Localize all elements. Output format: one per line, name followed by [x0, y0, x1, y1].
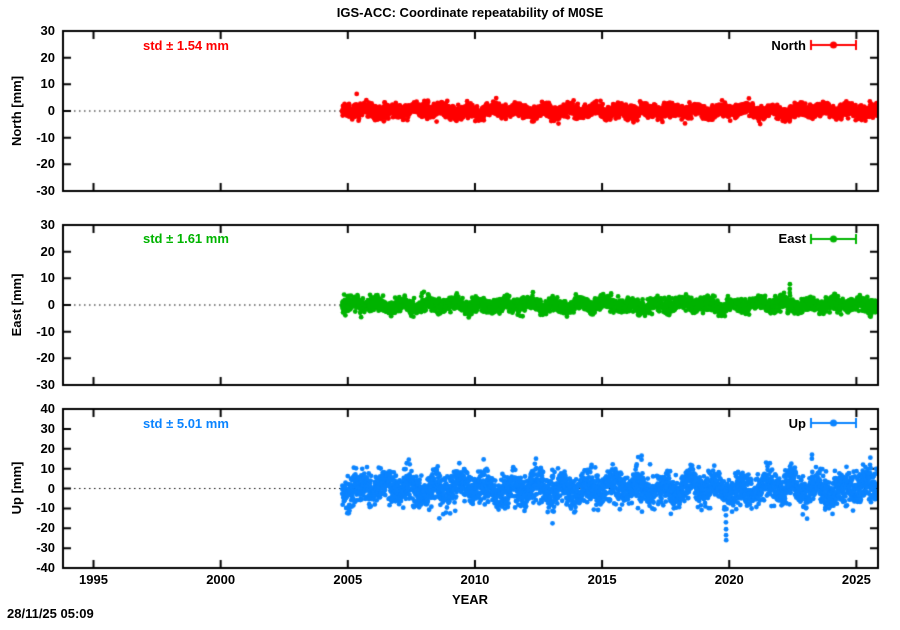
y-tick-label: 0: [47, 297, 55, 312]
y-tick-label: 10: [40, 76, 55, 92]
y-tick-label: 20: [40, 440, 55, 456]
y-tick-label: 30: [40, 420, 55, 436]
y-tick-label: -30: [36, 540, 55, 556]
legend-label-east: East: [778, 231, 806, 246]
y-tick-label: -10: [36, 129, 55, 145]
y-tick-label: -40: [36, 560, 55, 575]
legend-label-north: North: [771, 38, 806, 53]
y-tick-label: 0: [47, 103, 55, 118]
x-tick-label: 2000: [206, 572, 236, 587]
y-tick-label: -10: [36, 323, 55, 339]
y-tick-label: 30: [40, 217, 55, 232]
y-tick-label: -20: [36, 520, 55, 536]
x-tick-label: 2015: [587, 572, 617, 587]
x-axis-title: YEAR: [451, 592, 489, 607]
y-tick-label: -30: [36, 183, 55, 198]
y-tick-label: -20: [36, 156, 55, 172]
x-tick-label: 2010: [460, 572, 490, 587]
y-tick-label: 30: [40, 23, 55, 38]
y-tick-label: 0: [47, 480, 55, 496]
x-tick-label: 2020: [714, 572, 744, 587]
plot-timestamp: 28/11/25 05:09: [7, 606, 94, 621]
y-tick-label: 20: [40, 49, 55, 65]
y-tick-label: 20: [40, 243, 55, 259]
y-axis-title-north: North [mm]: [9, 75, 24, 147]
y-tick-label: -30: [36, 377, 55, 392]
chart-title: IGS-ACC: Coordinate repeatability of M0S…: [336, 5, 604, 20]
std-annotation-up: std ± 5.01 mm: [143, 416, 229, 431]
y-tick-label: -10: [36, 500, 55, 516]
y-axis-title-east: East [mm]: [9, 273, 24, 337]
std-annotation-north: std ± 1.54 mm: [143, 38, 229, 53]
x-tick-label: 1995: [79, 572, 108, 587]
y-tick-label: 40: [40, 401, 55, 416]
y-axis-title-up: Up [mm]: [9, 461, 24, 515]
legend-label-up: Up: [788, 416, 806, 431]
x-tick-label: 2025: [841, 572, 871, 587]
x-tick-label: 2005: [333, 572, 363, 587]
y-tick-label: 10: [40, 460, 55, 476]
std-annotation-east: std ± 1.61 mm: [143, 231, 229, 246]
y-tick-label: -20: [36, 350, 55, 366]
y-tick-label: 10: [40, 270, 55, 286]
